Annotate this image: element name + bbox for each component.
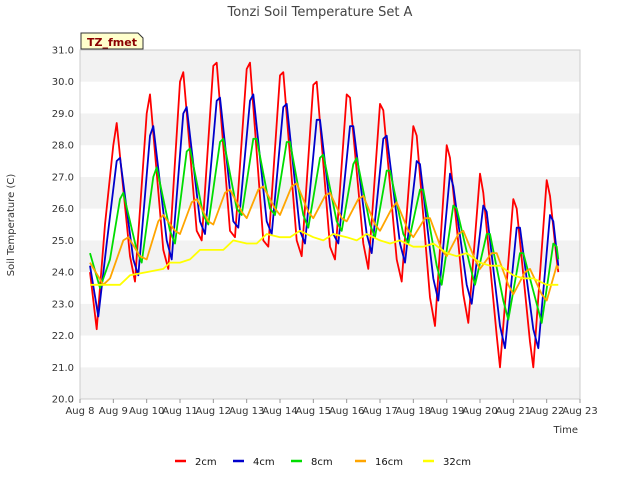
y-tick-label: 28.0 (52, 141, 74, 152)
y-tick-label: 21.0 (52, 363, 74, 374)
series-line-4cm (89, 93, 560, 350)
x-tick-label: Aug 17 (362, 406, 397, 417)
grid-band (80, 113, 580, 146)
grid-band (80, 367, 580, 399)
x-tick-label: Aug 15 (296, 406, 331, 417)
x-tick-label: Aug 11 (162, 406, 197, 417)
legend-label-4cm: 4cm (253, 457, 275, 468)
x-tick-label: Aug 10 (129, 406, 164, 417)
chart-title: Tonzi Soil Temperature Set A (227, 5, 413, 20)
legend-label-16cm: 16cm (375, 457, 403, 468)
x-tick-label: Aug 21 (496, 406, 531, 417)
legend: 2cm 4cm 8cm 16cm 32cm (175, 457, 471, 468)
x-tick-label: Aug 18 (396, 406, 431, 417)
y-tick-label: 26.0 (52, 204, 74, 215)
y-axis-label: Soil Temperature (C) (6, 174, 17, 277)
y-tick-label: 25.0 (52, 236, 74, 247)
y-tick-label: 30.0 (52, 77, 74, 88)
x-axis-label: Time (553, 425, 578, 436)
y-tick-label: 31.0 (52, 46, 74, 57)
legend-label-8cm: 8cm (311, 457, 333, 468)
x-tick-label: Aug 14 (262, 406, 297, 417)
x-tick-label: Aug 20 (462, 406, 497, 417)
plot-frame (79, 49, 581, 400)
grid-band (80, 81, 580, 114)
y-tick-label: 23.0 (52, 299, 74, 310)
grid-band (80, 145, 580, 177)
y-tick-label: 27.0 (52, 172, 74, 183)
tz-tag-text: TZ_fmet (87, 36, 137, 49)
legend-label-2cm: 2cm (195, 457, 217, 468)
x-tick-label: Aug 8 (65, 406, 94, 417)
tz-tag-box (80, 32, 144, 50)
y-tick-label: 24.0 (52, 268, 74, 279)
x-tick-label: Aug 23 (562, 406, 597, 417)
grid-band (80, 50, 580, 82)
y-tick-label: 22.0 (52, 331, 74, 342)
series-line-16cm (89, 182, 560, 302)
legend-label-32cm: 32cm (443, 457, 471, 468)
y-axis: 20.0 21.0 22.0 23.0 24.0 25.0 26.0 27.0 28.0 29.0… (52, 46, 74, 406)
y-tick-label: 20.0 (52, 395, 74, 406)
tz-tag: TZ_fmet (80, 32, 144, 50)
y-tick-label: 29.0 (52, 109, 74, 120)
series-lines (89, 61, 560, 369)
x-tick-label: Aug 12 (196, 406, 231, 417)
x-tick-label: Aug 16 (329, 406, 364, 417)
x-tick-label: Aug 22 (529, 406, 564, 417)
series-line-8cm (89, 137, 560, 324)
x-tick-label: Aug 9 (99, 406, 128, 417)
series-line-32cm (90, 229, 559, 286)
series-line-2cm (89, 61, 560, 369)
x-tick-label: Aug 19 (429, 406, 464, 417)
x-tick-label: Aug 13 (229, 406, 264, 417)
